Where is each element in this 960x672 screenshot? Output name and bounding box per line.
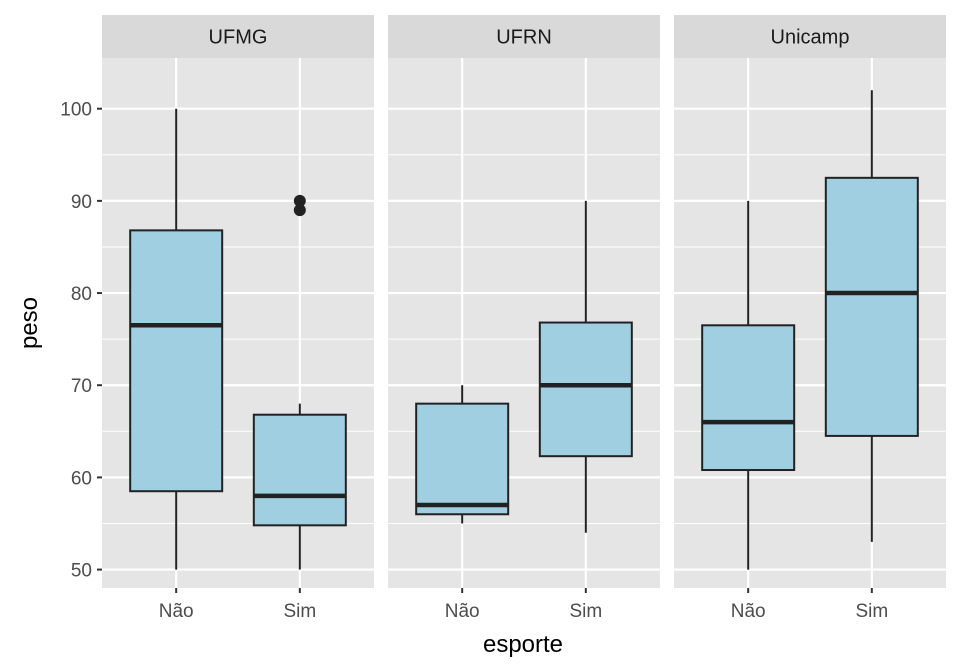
x-tick-label: Não xyxy=(159,601,194,622)
iqr-box xyxy=(252,413,347,527)
outlier-point xyxy=(293,204,306,217)
y-tick-label: 50 xyxy=(71,561,92,582)
iqr-box xyxy=(129,229,224,493)
facet-strip xyxy=(674,15,946,58)
facet-strip xyxy=(102,15,374,58)
x-tick-label: Não xyxy=(731,601,766,622)
x-tick-label: Sim xyxy=(569,601,602,622)
box-ufmg-sim xyxy=(252,194,347,570)
box-unicamp-nao xyxy=(701,200,796,570)
iqr-box xyxy=(824,176,919,437)
facet-panel-ufmg: UFMG Não Sim xyxy=(102,15,374,622)
outlier-point xyxy=(293,194,306,207)
facet-panels: UFMG Não Sim UFRN Não Sim Unicamp Não Sim xyxy=(102,15,946,622)
facet-strip-label: UFRN xyxy=(496,27,552,49)
y-tick-label: 90 xyxy=(71,192,92,213)
box-ufmg-nao xyxy=(129,108,224,570)
facet-strip-label: Unicamp xyxy=(771,27,850,49)
y-tick-label: 100 xyxy=(60,100,92,121)
facet-strip-label: UFMG xyxy=(209,27,268,49)
y-axis: 50 60 70 80 90 100 xyxy=(60,100,102,582)
x-tick-label: Sim xyxy=(855,601,888,622)
x-tick-label: Não xyxy=(445,601,480,622)
facet-strip xyxy=(388,15,660,58)
y-axis-title: peso xyxy=(16,297,43,349)
iqr-box xyxy=(538,321,633,458)
facet-panel-unicamp: Unicamp Não Sim xyxy=(674,15,946,622)
y-tick-label: 80 xyxy=(71,284,92,305)
box-ufrn-nao xyxy=(415,385,510,524)
facet-panel-ufrn: UFRN Não Sim xyxy=(388,15,660,622)
y-tick-label: 60 xyxy=(71,468,92,489)
x-tick-label: Sim xyxy=(283,601,316,622)
x-axis-title: esporte xyxy=(483,631,563,658)
iqr-box xyxy=(415,402,510,516)
y-tick-label: 70 xyxy=(71,376,92,397)
box-ufrn-sim xyxy=(538,200,633,533)
box-unicamp-sim xyxy=(824,90,919,542)
iqr-box xyxy=(701,324,796,472)
